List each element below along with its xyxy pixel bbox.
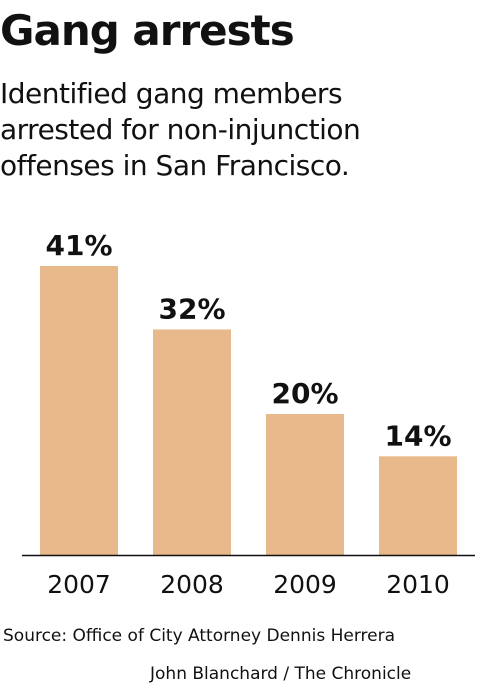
chart-subtitle: Identified gang members arrested for non… <box>0 76 493 184</box>
x-tick-label-2010: 2010 <box>386 570 450 599</box>
subtitle-line: offenses in San Francisco. <box>0 149 350 182</box>
data-label-2010: 14% <box>384 419 451 452</box>
bar-2010 <box>379 456 457 555</box>
data-label-2007: 41% <box>45 229 112 262</box>
subtitle-line: Identified gang members <box>0 77 343 110</box>
data-label-2009: 20% <box>271 377 338 410</box>
bar-2009 <box>266 414 344 555</box>
x-tick-label-2007: 2007 <box>47 570 111 599</box>
subtitle-line: arrested for non-injunction <box>0 113 361 146</box>
x-tick-label-2008: 2008 <box>160 570 224 599</box>
chart-title: Gang arrests <box>0 6 295 55</box>
data-label-2008: 32% <box>158 292 225 325</box>
source-note: Source: Office of City Attorney Dennis H… <box>3 626 396 646</box>
credit-note: John Blanchard / The Chronicle <box>150 664 412 684</box>
x-tick-label-2009: 2009 <box>273 570 337 599</box>
bar-2008 <box>153 329 231 555</box>
bar-2007 <box>40 266 118 555</box>
